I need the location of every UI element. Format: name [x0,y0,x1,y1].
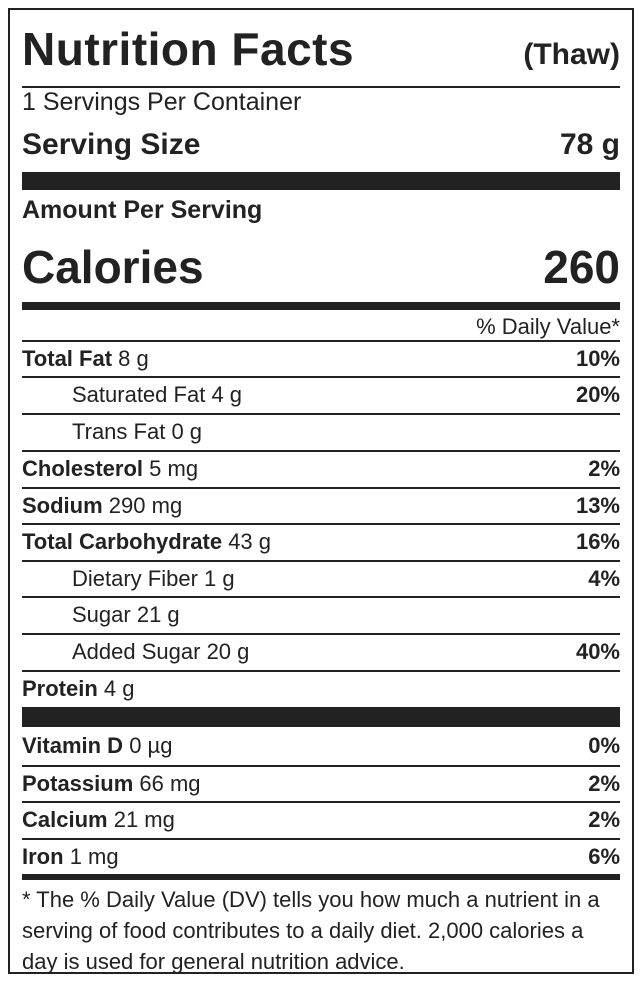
nutrient-name: Trans Fat [72,419,166,444]
nutrient-row-sugar: Sugar 21 g [22,596,620,634]
thick-divider-vitamins [22,707,620,727]
nutrient-row-dietary-fiber: Dietary Fiber 1 g 4% [22,560,620,598]
vitamin-row-potassium: Potassium 66 mg 2% [22,765,620,803]
calories-value: 260 [543,241,620,293]
nutrient-amount: 20 g [206,639,250,664]
title-divider [22,86,620,88]
serving-size-value: 78 g [559,128,620,161]
nutrient-row-total-carbohydrate: Total Carbohydrate 43 g 16% [22,523,620,561]
nutrient-amount: 5 mg [149,456,199,481]
nutrient-amount: 8 g [118,346,149,371]
amount-per-serving: Amount Per Serving [22,196,263,224]
serving-size-label: Serving Size [22,128,201,161]
vitamin-amount: 1 mg [69,844,119,869]
nutrient-name: Dietary Fiber [72,566,198,591]
nutrient-row-protein: Protein 4 g [22,670,620,708]
nutrient-dv: 20% [575,382,620,407]
vitamin-amount: 66 mg [139,771,201,796]
daily-value-header: % Daily Value* [476,314,620,339]
nutrient-row-added-sugar: Added Sugar 20 g 40% [22,633,620,671]
nutrient-dv: 4% [588,566,620,591]
vitamin-dv: 2% [588,807,620,832]
nutrient-name: Added Sugar [72,639,201,664]
nutrient-amount: 4 g [103,676,135,701]
servings-per-container: 1 Servings Per Container [22,88,302,116]
nutrient-name: Cholesterol [22,456,144,481]
calories-label: Calories [22,241,204,293]
vitamin-name: Calcium [22,807,108,832]
vitamin-name: Iron [22,844,64,869]
nutrient-row-saturated-fat: Saturated Fat 4 g 20% [22,376,620,414]
thick-divider-top [22,172,620,190]
nutrient-amount: 290 mg [108,493,183,518]
nutrient-amount: 43 g [228,529,272,554]
thick-divider-calories [22,302,620,310]
label-content: Nutrition Facts (Thaw) 1 Servings Per Co… [22,10,620,974]
vitamin-dv: 6% [588,844,620,869]
nutrition-facts-label: Nutrition Facts (Thaw) 1 Servings Per Co… [8,8,634,974]
serving-size-row: Serving Size 78 g [22,128,620,168]
nutrient-row-total-fat: Total Fat 8 g 10% [22,340,620,378]
nutrient-row-trans-fat: Trans Fat 0 g [22,413,620,451]
vitamin-row-iron: Iron 1 mg 6% [22,838,620,876]
nutrient-row-cholesterol: Cholesterol 5 mg 2% [22,450,620,488]
nutrient-dv: 16% [575,529,620,554]
nutrient-row-sodium: Sodium 290 mg 13% [22,487,620,525]
vitamin-dv: 0% [588,733,620,758]
nutrient-amount: 4 g [211,382,243,407]
vitamin-row-calcium: Calcium 21 mg 2% [22,801,620,839]
vitamin-name: Potassium [22,771,134,796]
vitamin-amount: 0 µg [129,733,173,758]
thick-divider-footnote [22,874,620,880]
nutrient-name: Total Fat [22,346,113,371]
vitamin-row-vitamin-d: Vitamin D 0 µg 0% [22,729,620,765]
nutrient-dv: 40% [575,639,620,664]
vitamin-dv: 2% [588,771,620,796]
nutrient-name: Total Carbohydrate [22,529,223,554]
nutrient-name: Saturated Fat [72,382,206,407]
nutrient-dv: 10% [575,346,620,371]
nutrient-name: Sugar [72,602,131,627]
nutrient-dv: 2% [588,456,620,481]
daily-value-footnote: * The % Daily Value (DV) tells you how m… [22,887,600,974]
vitamin-amount: 21 mg [113,807,175,832]
label-title: Nutrition Facts [22,23,355,75]
nutrient-name: Protein [22,676,98,701]
vitamin-name: Vitamin D [22,733,124,758]
nutrient-amount: 21 g [136,602,180,627]
nutrient-amount: 0 g [171,419,203,444]
nutrient-dv: 13% [575,493,620,518]
title-row: Nutrition Facts (Thaw) [22,22,620,86]
nutrient-amount: 1 g [204,566,235,591]
calories-row: Calories 260 [22,240,620,300]
product-variant: (Thaw) [523,38,620,71]
nutrient-name: Sodium [22,493,103,518]
